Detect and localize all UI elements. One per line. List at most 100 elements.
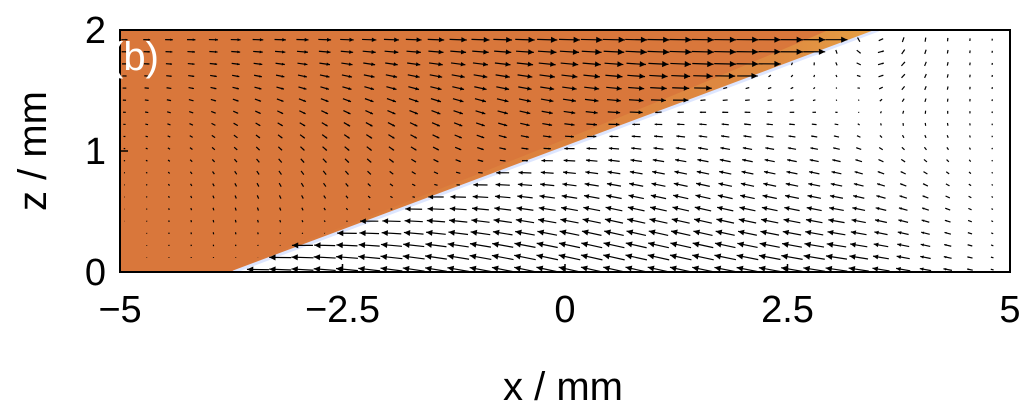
vector-arrow-head xyxy=(853,194,858,199)
vector-arrow-head xyxy=(380,265,388,272)
vector-arrow-head xyxy=(563,158,568,163)
vector-arrow-head xyxy=(425,265,432,272)
vector-arrow-head xyxy=(302,124,306,127)
vector-arrow-head xyxy=(538,206,545,212)
vector-arrow-head xyxy=(369,136,373,139)
vector-arrow-head xyxy=(781,265,788,272)
vector-arrow-head xyxy=(192,38,196,41)
vector-arrow-head xyxy=(661,85,667,91)
vector-arrow-head xyxy=(805,218,812,224)
vector-arrow-head xyxy=(943,255,947,259)
vector-arrow-head xyxy=(758,265,766,272)
vector-arrow-head xyxy=(291,242,299,249)
vector-arrow xyxy=(834,123,839,126)
vector-arrow-head xyxy=(348,62,353,66)
vector-arrow-head xyxy=(676,134,680,138)
vector-arrow-head xyxy=(392,136,395,139)
vector-arrow-head xyxy=(392,111,396,115)
vector-arrow-head xyxy=(348,74,352,78)
vector-arrow xyxy=(969,135,971,138)
vector-arrow-head xyxy=(707,48,714,55)
vector-arrow xyxy=(434,183,438,186)
vector-arrow-head xyxy=(671,229,678,236)
vector-arrow-head xyxy=(811,135,814,138)
vector-arrow-head xyxy=(693,229,701,236)
vector-arrow xyxy=(167,147,171,150)
vector-arrow xyxy=(924,73,927,79)
y-axis-ticks: 0 1 2 xyxy=(85,10,128,294)
vector-arrow-head xyxy=(692,265,699,272)
vector-arrow xyxy=(991,171,994,174)
vector-arrow xyxy=(900,158,906,163)
vector-arrow-head xyxy=(765,135,769,138)
vector-arrow-head xyxy=(459,86,465,91)
vector-arrow-head xyxy=(541,158,546,163)
vector-arrow-head xyxy=(828,218,834,224)
vector-arrow xyxy=(412,196,416,198)
vector-arrow-head xyxy=(393,49,399,55)
vector-arrow xyxy=(433,171,439,175)
vector-arrow-head xyxy=(437,86,442,91)
vector-arrow-head xyxy=(943,267,947,271)
vector-arrow xyxy=(946,147,949,151)
vector-arrow-head xyxy=(313,254,321,261)
vector-arrow-head xyxy=(237,50,241,54)
vector-arrow-head xyxy=(670,241,678,248)
vector-arrow-head xyxy=(826,241,834,248)
x-axis-label: x / mm xyxy=(503,365,623,409)
vector-arrow-head xyxy=(920,243,925,247)
vector-arrow-head xyxy=(854,171,858,174)
vector-arrow-head xyxy=(850,242,856,248)
vector-arrow-head xyxy=(539,194,545,199)
vector-arrow-head xyxy=(258,124,261,126)
vector-arrow-head xyxy=(921,231,925,235)
vector-arrow-head xyxy=(503,159,506,162)
vector-arrow-head xyxy=(481,160,484,162)
vector-arrow xyxy=(233,158,238,163)
vector-arrow-head xyxy=(548,123,553,127)
vector-arrow-head xyxy=(721,134,724,138)
vector-arrow-head xyxy=(596,36,603,43)
vector-arrow-head xyxy=(427,206,433,212)
vector-arrow-head xyxy=(459,99,464,103)
vector-arrow-head xyxy=(796,36,803,43)
vector-arrow xyxy=(166,111,171,114)
vector-arrow-head xyxy=(540,170,545,175)
vector-arrow xyxy=(946,62,949,66)
plot-area xyxy=(120,30,1010,272)
vector-arrow-head xyxy=(874,230,879,235)
vector-arrow xyxy=(278,170,282,175)
vector-arrow-head xyxy=(324,160,327,163)
vector-arrow xyxy=(723,86,728,90)
vector-arrow-head xyxy=(631,146,635,150)
vector-arrow-head xyxy=(147,50,150,53)
vector-arrow-head xyxy=(669,265,677,272)
vector-arrow-head xyxy=(349,37,354,42)
vector-arrow-head xyxy=(782,241,789,248)
vector-arrow-head xyxy=(672,205,679,211)
vector-arrow-head xyxy=(426,218,433,224)
vector-field xyxy=(121,36,994,272)
vector-arrow xyxy=(968,183,972,187)
vector-arrow-head xyxy=(526,123,530,127)
vector-arrow-head xyxy=(313,266,321,272)
vector-arrow-head xyxy=(571,110,576,115)
vector-arrow-head xyxy=(729,48,737,55)
vector-arrow xyxy=(968,171,972,175)
vector-arrow-head xyxy=(877,171,881,174)
vector-arrow-head xyxy=(736,265,744,272)
vector-arrow-head xyxy=(438,37,445,43)
vector-arrow-head xyxy=(818,48,826,55)
vector-arrow-head xyxy=(603,241,611,248)
vector-arrow-head xyxy=(669,253,677,260)
vector-arrow-head xyxy=(192,87,194,90)
vector-arrow xyxy=(190,195,193,199)
vector-arrow-head xyxy=(699,111,702,114)
vector-arrow-head xyxy=(359,230,366,237)
vector-arrow xyxy=(967,232,973,235)
vector-arrow-head xyxy=(787,147,791,150)
vector-arrow-head xyxy=(347,148,350,151)
vector-arrow xyxy=(968,159,972,162)
vector-arrow-head xyxy=(661,73,668,79)
vector-arrow xyxy=(234,207,237,211)
